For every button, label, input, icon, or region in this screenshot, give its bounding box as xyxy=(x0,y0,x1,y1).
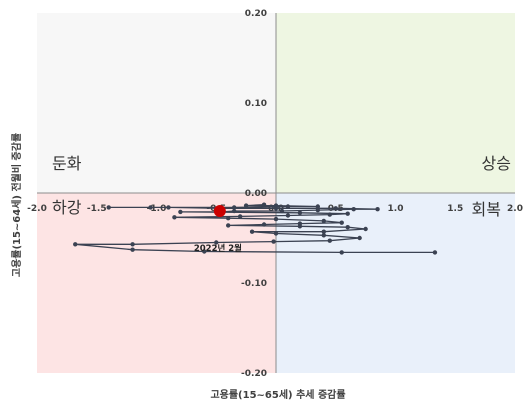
series-trajectory xyxy=(73,202,438,255)
series-point xyxy=(432,250,438,255)
series-point xyxy=(297,221,303,226)
x-tick-label: -1.0 xyxy=(147,204,167,214)
series-point xyxy=(226,216,231,221)
series-point xyxy=(249,229,255,234)
y-tick-labels: 0.20 0.10 0.00 -0.10 -0.20 xyxy=(241,9,267,379)
quadrant-label-top-right: 상승 xyxy=(482,154,511,173)
series-point xyxy=(243,203,249,208)
series-point xyxy=(279,208,285,214)
series-point xyxy=(375,207,380,212)
series-point xyxy=(237,214,243,219)
quadrant-labels: 둔화 상승 하강 회복 xyxy=(52,154,511,219)
series-point xyxy=(339,250,344,255)
series-point xyxy=(333,206,338,211)
series-point xyxy=(327,212,332,217)
quadrant-label-bottom-right: 회복 xyxy=(472,200,501,219)
x-tick-label: -2.0 xyxy=(27,204,47,214)
series-point xyxy=(130,242,135,247)
x-tick-label: 1.5 xyxy=(447,204,463,214)
series-point xyxy=(273,216,279,222)
series-point xyxy=(315,204,321,209)
series-point xyxy=(315,207,321,213)
x-tick-label: -1.5 xyxy=(87,204,107,214)
quadrant-top-right-background xyxy=(276,13,515,193)
series-point xyxy=(357,235,362,241)
series-point xyxy=(178,209,183,215)
series-point xyxy=(172,215,177,220)
series-point xyxy=(327,238,332,243)
quadrant-top-left-background xyxy=(37,13,276,193)
series-point xyxy=(345,211,350,216)
series-point xyxy=(148,205,153,210)
series-point xyxy=(202,249,207,254)
y-tick-label: 0.00 xyxy=(245,189,267,199)
y-tick-label: -0.10 xyxy=(241,279,267,289)
quadrant-label-top-left: 둔화 xyxy=(52,154,82,173)
x-tick-label: 1.0 xyxy=(388,204,404,214)
series-point xyxy=(345,225,350,230)
y-tick-label: 0.10 xyxy=(245,99,267,109)
series-point xyxy=(261,202,267,207)
series-point xyxy=(271,239,276,244)
x-tick-label: 2.0 xyxy=(507,204,523,214)
series-point xyxy=(321,218,326,224)
series-point xyxy=(351,207,356,212)
y-axis-title: 고용률(15~64세) 전월비 증감률 xyxy=(10,133,23,277)
series-point xyxy=(166,205,171,210)
series-point xyxy=(226,223,231,228)
series-point xyxy=(231,208,237,214)
series-point xyxy=(214,240,219,245)
series-point xyxy=(273,231,279,236)
series-point xyxy=(285,213,291,218)
series-point xyxy=(261,222,267,227)
series-point xyxy=(285,204,291,209)
y-tick-label: -0.20 xyxy=(241,369,267,379)
series-point xyxy=(339,220,344,225)
series-point xyxy=(231,205,237,210)
series-point xyxy=(321,233,326,238)
series-point xyxy=(106,205,111,210)
series-point xyxy=(130,247,135,252)
series-point xyxy=(363,226,368,232)
axes xyxy=(37,13,515,373)
quadrant-label-bottom-left: 하강 xyxy=(52,198,82,217)
x-axis-title: 고용률(15~65세) 추세 증감률 xyxy=(210,388,345,401)
highlight-label: 2022년 2월 xyxy=(194,243,242,254)
series-point xyxy=(321,229,326,234)
series-point xyxy=(297,210,303,215)
series-point xyxy=(73,242,78,247)
y-tick-label: 0.20 xyxy=(245,9,267,19)
series-point xyxy=(273,203,279,208)
plot-area xyxy=(37,13,515,373)
quadrant-bottom-left-background xyxy=(37,193,276,373)
series-points xyxy=(73,202,438,255)
highlight-point xyxy=(213,205,226,217)
